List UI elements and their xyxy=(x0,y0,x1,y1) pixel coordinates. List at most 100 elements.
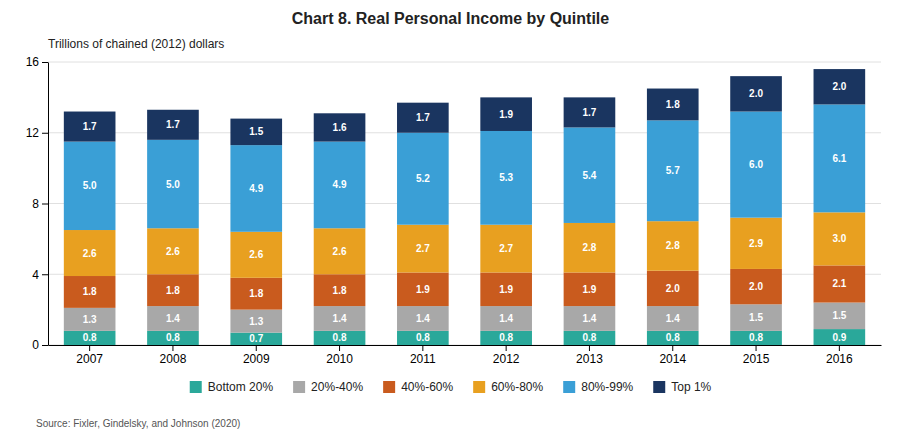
legend-swatch xyxy=(383,381,395,393)
bar xyxy=(147,274,199,306)
data-label: 0.9 xyxy=(832,332,846,343)
y-axis-line xyxy=(48,63,49,346)
data-label: 1.9 xyxy=(582,284,596,295)
bar xyxy=(64,112,116,142)
data-label: 2.0 xyxy=(666,283,680,294)
data-label: 2.9 xyxy=(749,238,763,249)
data-label: 0.7 xyxy=(249,333,263,344)
bar xyxy=(730,304,782,331)
data-label: 1.8 xyxy=(83,286,97,297)
data-label: 2.7 xyxy=(499,243,513,254)
data-label: 1.5 xyxy=(749,312,763,323)
legend-label: 20%-40% xyxy=(311,380,363,394)
data-label: 2.7 xyxy=(416,243,430,254)
legend-item: Top 1% xyxy=(653,380,711,394)
x-tick-mark xyxy=(422,345,423,351)
x-tick-label: 2012 xyxy=(493,352,520,366)
y-tick-mark xyxy=(42,274,48,275)
data-label: 1.4 xyxy=(333,313,347,324)
data-label: 1.8 xyxy=(166,285,180,296)
series xyxy=(64,329,865,345)
y-tick-label: 12 xyxy=(26,126,40,140)
data-label: 6.1 xyxy=(832,153,846,164)
bar xyxy=(564,127,616,223)
x-tick-label: 2015 xyxy=(743,352,770,366)
data-label: 1.4 xyxy=(582,313,596,324)
data-label: 4.9 xyxy=(249,183,263,194)
grid xyxy=(48,62,881,345)
bar xyxy=(314,142,366,229)
y-tick-mark xyxy=(42,62,48,63)
x-tick: 2014 xyxy=(659,345,686,366)
data-label: 1.4 xyxy=(666,313,680,324)
x-tick-label: 2011 xyxy=(410,352,436,366)
source-note: Source: Fixler, Gindelsky, and Johnson (… xyxy=(36,418,240,429)
legend-label: 60%-80% xyxy=(491,380,543,394)
x-tick: 2011 xyxy=(410,345,436,366)
title: Chart 8. Real Personal Income by Quintil… xyxy=(292,10,610,27)
bar xyxy=(64,230,116,276)
bar xyxy=(564,97,616,127)
bar xyxy=(397,331,449,345)
bar xyxy=(480,97,532,131)
data-label: 0.8 xyxy=(166,332,180,343)
y-tick-mark xyxy=(42,345,48,346)
legend-item: 60%-80% xyxy=(473,380,543,394)
data-label: 4.9 xyxy=(333,179,347,190)
legend-item: 80%-99% xyxy=(563,380,633,394)
bar xyxy=(147,306,199,331)
legend-swatch xyxy=(563,381,575,393)
data-label: 0.8 xyxy=(666,332,680,343)
series xyxy=(64,303,865,333)
bar xyxy=(814,303,866,330)
x-tick-mark xyxy=(756,345,757,351)
legend-item: Bottom 20% xyxy=(190,380,274,394)
bar xyxy=(64,276,116,308)
data-label: 1.4 xyxy=(166,313,180,324)
bar xyxy=(730,112,782,218)
bar xyxy=(314,306,366,331)
data-label: 5.4 xyxy=(582,170,596,181)
data-labels: 0.80.80.70.80.80.80.80.80.80.91.31.41.31… xyxy=(83,81,847,344)
bar xyxy=(647,89,699,121)
data-label: 1.8 xyxy=(666,99,680,110)
bar xyxy=(814,265,866,302)
x-tick: 2010 xyxy=(326,345,353,366)
x-tick-label: 2008 xyxy=(160,352,187,366)
data-label: 5.0 xyxy=(83,180,97,191)
bar xyxy=(397,103,449,133)
data-label: 0.8 xyxy=(333,332,347,343)
bar xyxy=(147,228,199,274)
bar xyxy=(730,331,782,345)
x-tick: 2016 xyxy=(826,345,853,366)
x-tick-mark xyxy=(339,345,340,351)
y-tick: 16 xyxy=(26,55,48,69)
grid-line xyxy=(48,62,881,63)
bar xyxy=(147,331,199,345)
y-tick: 4 xyxy=(32,268,48,282)
data-label: 5.0 xyxy=(166,179,180,190)
data-label: 2.6 xyxy=(83,248,97,259)
bar xyxy=(480,131,532,225)
bar xyxy=(480,272,532,306)
data-label: 1.7 xyxy=(582,107,596,118)
data-label: 1.7 xyxy=(166,119,180,130)
data-label: 1.8 xyxy=(333,285,347,296)
x-tick-label: 2007 xyxy=(76,352,103,366)
data-label: 5.3 xyxy=(499,172,513,183)
data-label: 1.3 xyxy=(83,314,97,325)
bar xyxy=(647,271,699,306)
data-label: 1.7 xyxy=(416,112,430,123)
data-label: 2.6 xyxy=(166,246,180,257)
data-label: 2.6 xyxy=(249,249,263,260)
y-tick-label: 16 xyxy=(26,55,40,69)
data-label: 0.8 xyxy=(499,332,513,343)
x-tick-mark xyxy=(89,345,90,351)
data-label: 2.6 xyxy=(333,246,347,257)
data-label: 5.2 xyxy=(416,173,430,184)
x-tick-mark xyxy=(506,345,507,351)
bar xyxy=(730,218,782,269)
bar xyxy=(64,308,116,331)
bar xyxy=(64,331,116,345)
x-tick: 2013 xyxy=(576,345,603,366)
